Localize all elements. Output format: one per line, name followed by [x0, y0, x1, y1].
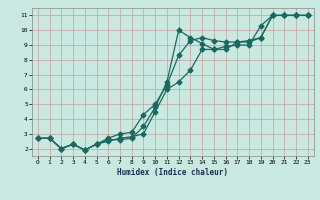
X-axis label: Humidex (Indice chaleur): Humidex (Indice chaleur): [117, 168, 228, 177]
